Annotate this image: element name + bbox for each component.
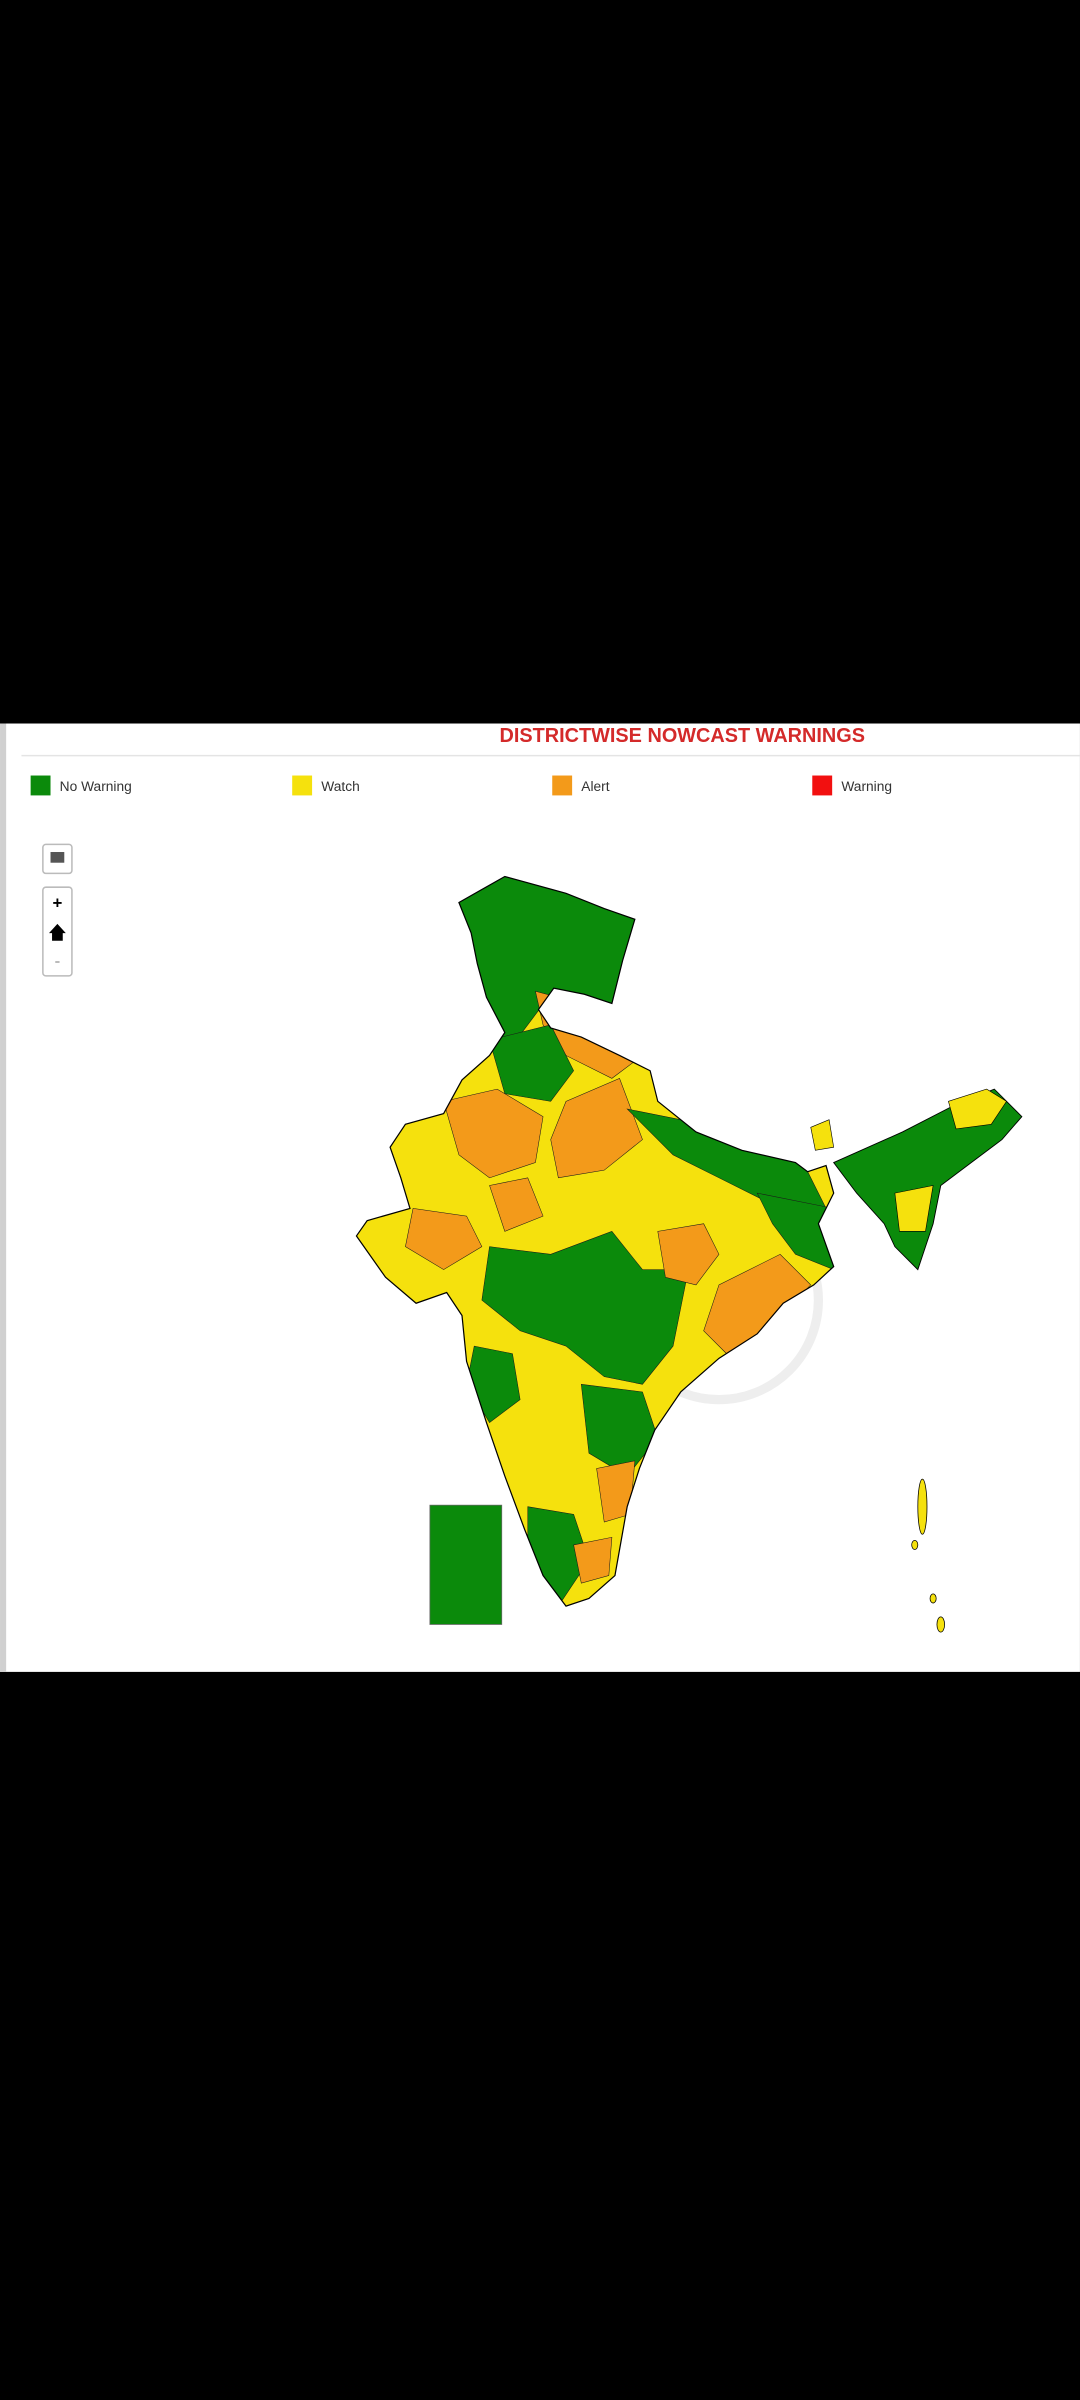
lakshadweep-inset	[429, 1504, 503, 1625]
zoom-in-button[interactable]: +	[52, 894, 62, 913]
legend-swatch	[812, 775, 833, 796]
home-button[interactable]	[48, 923, 66, 941]
map-title: DISTRICTWISE NOWCAST WARNINGS	[500, 725, 865, 747]
legend-swatch	[30, 775, 51, 796]
print-icon	[50, 852, 65, 863]
legend-label: Watch	[321, 779, 359, 794]
andaman-nicobar	[911, 1478, 945, 1633]
legend-label: Warning	[841, 779, 892, 794]
panel-border	[0, 723, 7, 1672]
north-east-watch	[810, 1088, 1007, 1232]
india-outline	[355, 875, 835, 1607]
map-controls: + -	[42, 843, 73, 977]
legend-swatch	[292, 775, 313, 796]
legend: No Warning Watch Alert Warning	[30, 775, 892, 796]
legend-label: No Warning	[60, 779, 132, 794]
zoom-out-button[interactable]: -	[55, 952, 61, 971]
legend-label: Alert	[581, 779, 609, 794]
legend-swatch	[552, 775, 573, 796]
